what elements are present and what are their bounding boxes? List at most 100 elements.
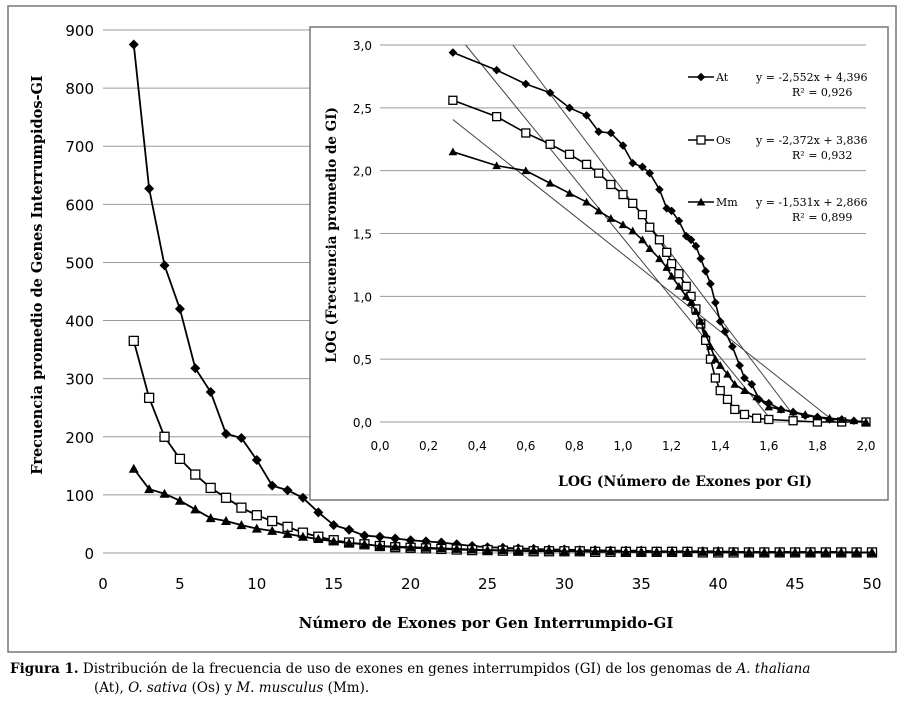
main-x-tick-label: 45: [786, 575, 805, 593]
main-y-tick-label: 0: [84, 545, 94, 563]
main-data-point: [713, 546, 724, 556]
inset-data-point: [545, 139, 555, 149]
main-data-point: [282, 485, 293, 496]
inset-data-point: [594, 168, 604, 178]
main-data-point: [251, 455, 262, 466]
inset-gridlines: [380, 44, 866, 423]
caption-label: Figura 1.: [10, 661, 79, 677]
caption-abbr-at: (At),: [94, 680, 129, 696]
main-data-point: [143, 392, 155, 403]
main-data-point: [867, 547, 877, 557]
inset-data-point: [691, 241, 701, 251]
inset-x-tick-label: 2,0: [856, 439, 875, 453]
main-data-point: [420, 542, 431, 552]
legend-series-name: Os: [716, 134, 731, 147]
inset-data-point: [686, 298, 696, 307]
main-data-point: [313, 507, 324, 518]
inset-data-point: [492, 65, 501, 75]
main-data-point: [790, 547, 801, 557]
inset-data-point: [521, 79, 531, 89]
main-data-point: [190, 504, 201, 514]
inset-data-point: [764, 414, 774, 425]
main-data-point: [221, 428, 232, 439]
main-data-point: [282, 528, 293, 538]
main-x-tick-label: 20: [401, 575, 420, 593]
inset-data-point: [696, 254, 706, 263]
legend-series-name: At: [715, 71, 729, 84]
main-data-point: [682, 546, 693, 556]
inset-data-point: [667, 206, 676, 216]
main-data-point: [405, 542, 416, 552]
main-y-tick-label: 500: [65, 254, 94, 272]
main-data-point: [774, 547, 785, 557]
main-data-point: [159, 260, 170, 271]
inset-data-point: [654, 235, 665, 245]
inset-x-tick-label: 0,4: [468, 439, 487, 453]
main-data-point: [144, 183, 155, 194]
inset-data-point: [618, 220, 628, 229]
inset-data-point: [739, 409, 750, 420]
inset-data-point: [800, 410, 810, 418]
inset-trendline: [512, 44, 799, 423]
main-data-point: [128, 463, 139, 473]
main-x-tick-label: 40: [709, 575, 728, 593]
inset-y-tick-label: 1,0: [353, 290, 372, 304]
main-data-point: [128, 335, 139, 347]
main-y-tick-label: 600: [65, 196, 94, 214]
caption-species-os: O. sativa: [128, 680, 188, 696]
inset-data-point: [628, 226, 638, 235]
main-data-point: [267, 525, 278, 535]
inset-y-tick-label: 2,5: [353, 102, 372, 116]
main-data-point: [513, 545, 524, 555]
main-data-point: [359, 530, 370, 541]
main-data-point: [313, 534, 324, 544]
caption-line-2: (At), O. sativa (Os) y M. musculus (Mm).: [10, 679, 900, 698]
inset-y-tick-label: 1,5: [353, 228, 372, 242]
inset-data-point: [662, 247, 672, 258]
figure-caption: Figura 1. Distribución de la frecuencia …: [10, 660, 900, 698]
main-y-axis-label: Frecuencia promedio de Genes Interrumpid…: [29, 75, 46, 475]
inset-data-point: [638, 162, 647, 172]
inset-data-point: [618, 141, 628, 150]
main-data-point: [236, 520, 247, 530]
main-x-tick-label: 5: [175, 575, 185, 593]
main-data-point: [205, 387, 216, 398]
inset-data-point: [837, 415, 846, 423]
main-data-point: [467, 544, 478, 554]
inset-data-point: [662, 263, 672, 271]
inset-data-point: [628, 158, 638, 168]
inset-data-point: [606, 128, 616, 138]
main-data-point: [267, 515, 278, 527]
main-data-point: [743, 547, 754, 557]
inset-data-point: [565, 188, 574, 197]
main-data-point: [251, 510, 262, 521]
main-x-tick-label: 50: [862, 575, 881, 593]
inset-series: [448, 48, 871, 427]
inset-data-point: [645, 244, 655, 253]
inset-trendline: [452, 119, 836, 423]
main-data-point: [205, 482, 216, 494]
main-data-point: [728, 546, 739, 556]
main-data-point: [174, 453, 186, 465]
inset-data-point: [715, 385, 725, 396]
inset-data-point: [701, 266, 710, 276]
inset-data-point: [637, 209, 648, 220]
inset-data-point: [706, 279, 715, 289]
inset-data-point: [849, 416, 859, 425]
inset-x-tick-label: 0,8: [565, 439, 584, 453]
inset-data-point: [715, 361, 725, 369]
main-data-point: [159, 488, 170, 498]
inset-data-point: [788, 416, 798, 426]
main-data-point: [190, 363, 201, 374]
main-data-point: [390, 541, 401, 551]
inset-data-point: [521, 166, 531, 175]
main-data-point: [221, 516, 232, 526]
main-data-point: [620, 546, 631, 556]
inset-data-point: [715, 317, 725, 326]
inset-data-point: [565, 103, 574, 113]
main-x-tick-label: 10: [247, 575, 266, 593]
main-data-point: [144, 484, 155, 494]
main-data-point: [559, 546, 570, 556]
main-y-tick-label: 900: [65, 22, 94, 40]
inset-data-point: [667, 271, 676, 280]
